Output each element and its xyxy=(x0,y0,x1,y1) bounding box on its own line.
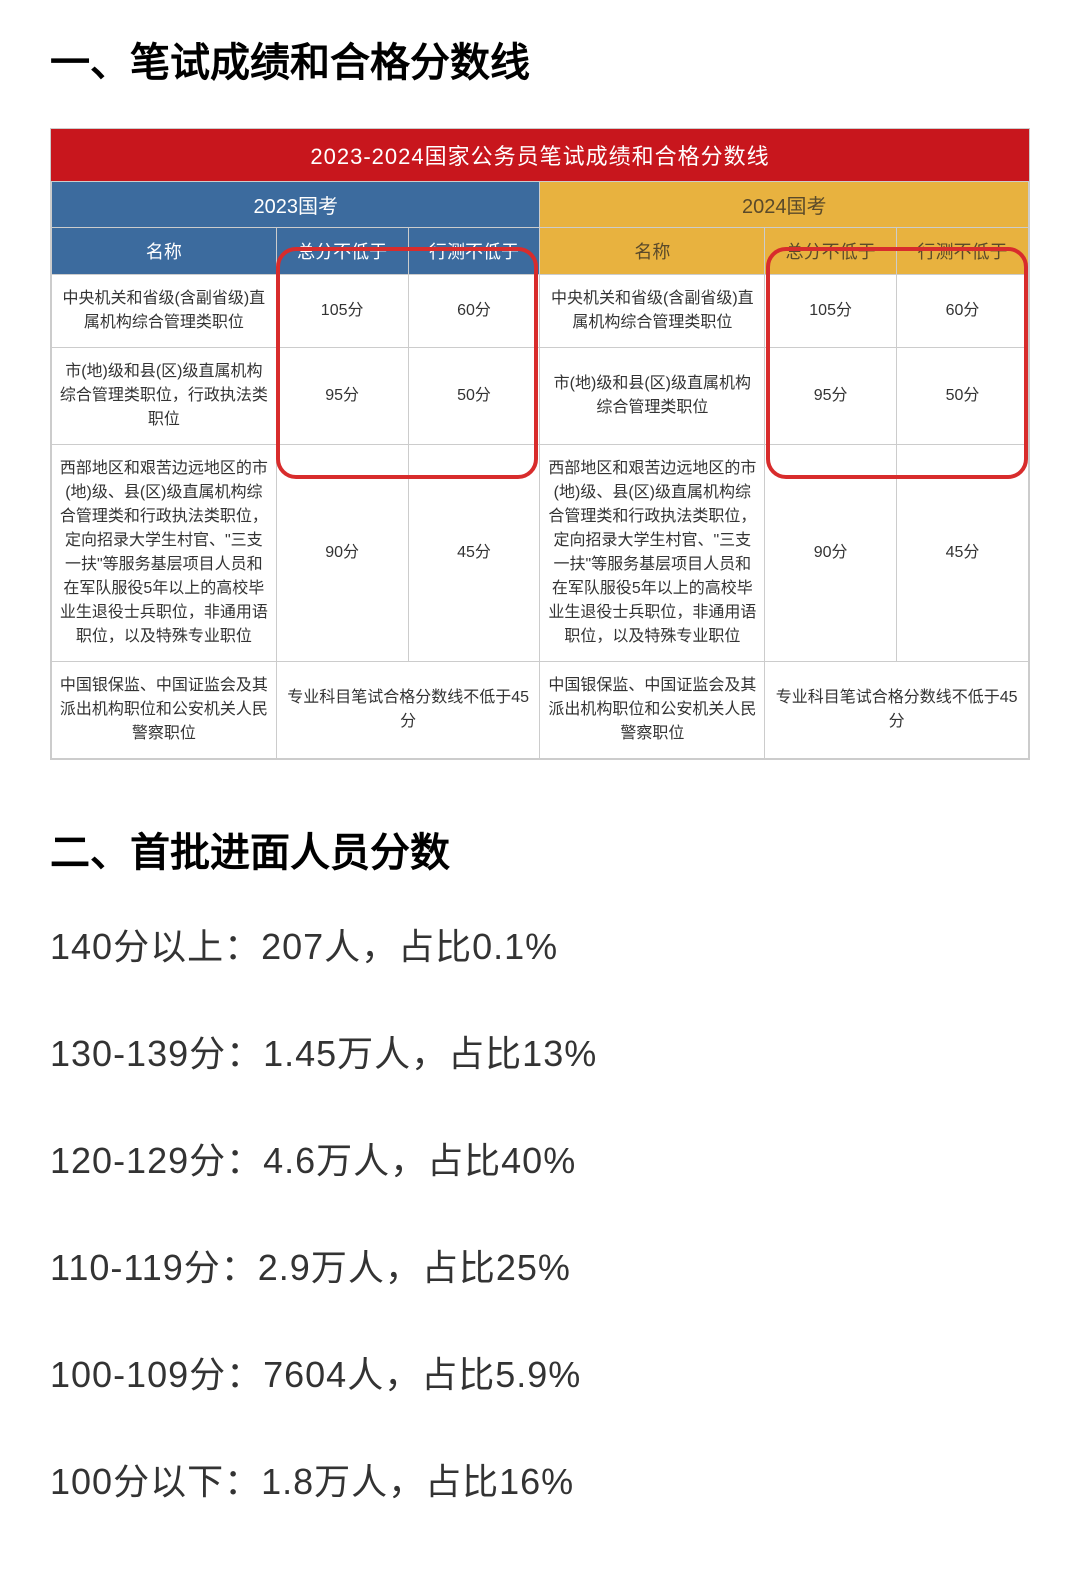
row1-name-2023: 市(地)级和县(区)级直属机构综合管理类职位，行政执法类职位 xyxy=(52,348,277,445)
score-line-5: 100分以下：1.8万人，占比16% xyxy=(50,1453,1030,1505)
table-row: 西部地区和艰苦边远地区的市(地)级、县(区)级直属机构综合管理类和行政执法类职位… xyxy=(52,445,1029,662)
row2-total-2024: 90分 xyxy=(765,445,897,662)
row0-test-2023: 60分 xyxy=(408,275,540,348)
year-2023-header: 2023国考 xyxy=(52,182,540,228)
score-table-container: 2023-2024国家公务员笔试成绩和合格分数线 2023国考 2024国考 名… xyxy=(50,128,1030,760)
row1-test-2023: 50分 xyxy=(408,348,540,445)
row3-merged-2023: 专业科目笔试合格分数线不低于45分 xyxy=(276,662,540,759)
table-row: 市(地)级和县(区)级直属机构综合管理类职位，行政执法类职位 95分 50分 市… xyxy=(52,348,1029,445)
year-2024-header: 2024国考 xyxy=(540,182,1029,228)
section2-title: 二、首批进面人员分数 xyxy=(50,820,1030,878)
row2-test-2024: 45分 xyxy=(897,445,1029,662)
row2-total-2023: 90分 xyxy=(276,445,408,662)
row1-total-2023: 95分 xyxy=(276,348,408,445)
score-distribution: 140分以上：207人，占比0.1% 130-139分：1.45万人，占比13%… xyxy=(50,918,1030,1505)
table-row: 中国银保监、中国证监会及其派出机构职位和公安机关人民警察职位 专业科目笔试合格分… xyxy=(52,662,1029,759)
col-test-2023: 行测不低于 xyxy=(408,228,540,275)
col-name-2024: 名称 xyxy=(540,228,765,275)
row0-test-2024: 60分 xyxy=(897,275,1029,348)
col-name-2023: 名称 xyxy=(52,228,277,275)
col-total-2023: 总分不低于 xyxy=(276,228,408,275)
section1-title: 一、笔试成绩和合格分数线 xyxy=(50,30,1030,88)
score-line-1: 130-139分：1.45万人，占比13% xyxy=(50,1025,1030,1077)
row3-name-2023: 中国银保监、中国证监会及其派出机构职位和公安机关人民警察职位 xyxy=(52,662,277,759)
row1-name-2024: 市(地)级和县(区)级直属机构综合管理类职位 xyxy=(540,348,765,445)
table-row: 中央机关和省级(含副省级)直属机构综合管理类职位 105分 60分 中央机关和省… xyxy=(52,275,1029,348)
row3-name-2024: 中国银保监、中国证监会及其派出机构职位和公安机关人民警察职位 xyxy=(540,662,765,759)
row3-merged-2024: 专业科目笔试合格分数线不低于45分 xyxy=(765,662,1029,759)
row0-name-2023: 中央机关和省级(含副省级)直属机构综合管理类职位 xyxy=(52,275,277,348)
col-total-2024: 总分不低于 xyxy=(765,228,897,275)
score-line-0: 140分以上：207人，占比0.1% xyxy=(50,918,1030,970)
score-line-3: 110-119分：2.9万人，占比25% xyxy=(50,1239,1030,1291)
row0-total-2023: 105分 xyxy=(276,275,408,348)
row0-name-2024: 中央机关和省级(含副省级)直属机构综合管理类职位 xyxy=(540,275,765,348)
table-banner-title: 2023-2024国家公务员笔试成绩和合格分数线 xyxy=(51,129,1029,181)
row1-total-2024: 95分 xyxy=(765,348,897,445)
score-line-2: 120-129分：4.6万人，占比40% xyxy=(50,1132,1030,1184)
score-table: 2023国考 2024国考 名称 总分不低于 行测不低于 名称 总分不低于 行测… xyxy=(51,181,1029,759)
score-line-4: 100-109分：7604人，占比5.9% xyxy=(50,1346,1030,1398)
row2-name-2024: 西部地区和艰苦边远地区的市(地)级、县(区)级直属机构综合管理类和行政执法类职位… xyxy=(540,445,765,662)
row1-test-2024: 50分 xyxy=(897,348,1029,445)
row2-name-2023: 西部地区和艰苦边远地区的市(地)级、县(区)级直属机构综合管理类和行政执法类职位… xyxy=(52,445,277,662)
row2-test-2023: 45分 xyxy=(408,445,540,662)
col-test-2024: 行测不低于 xyxy=(897,228,1029,275)
row0-total-2024: 105分 xyxy=(765,275,897,348)
